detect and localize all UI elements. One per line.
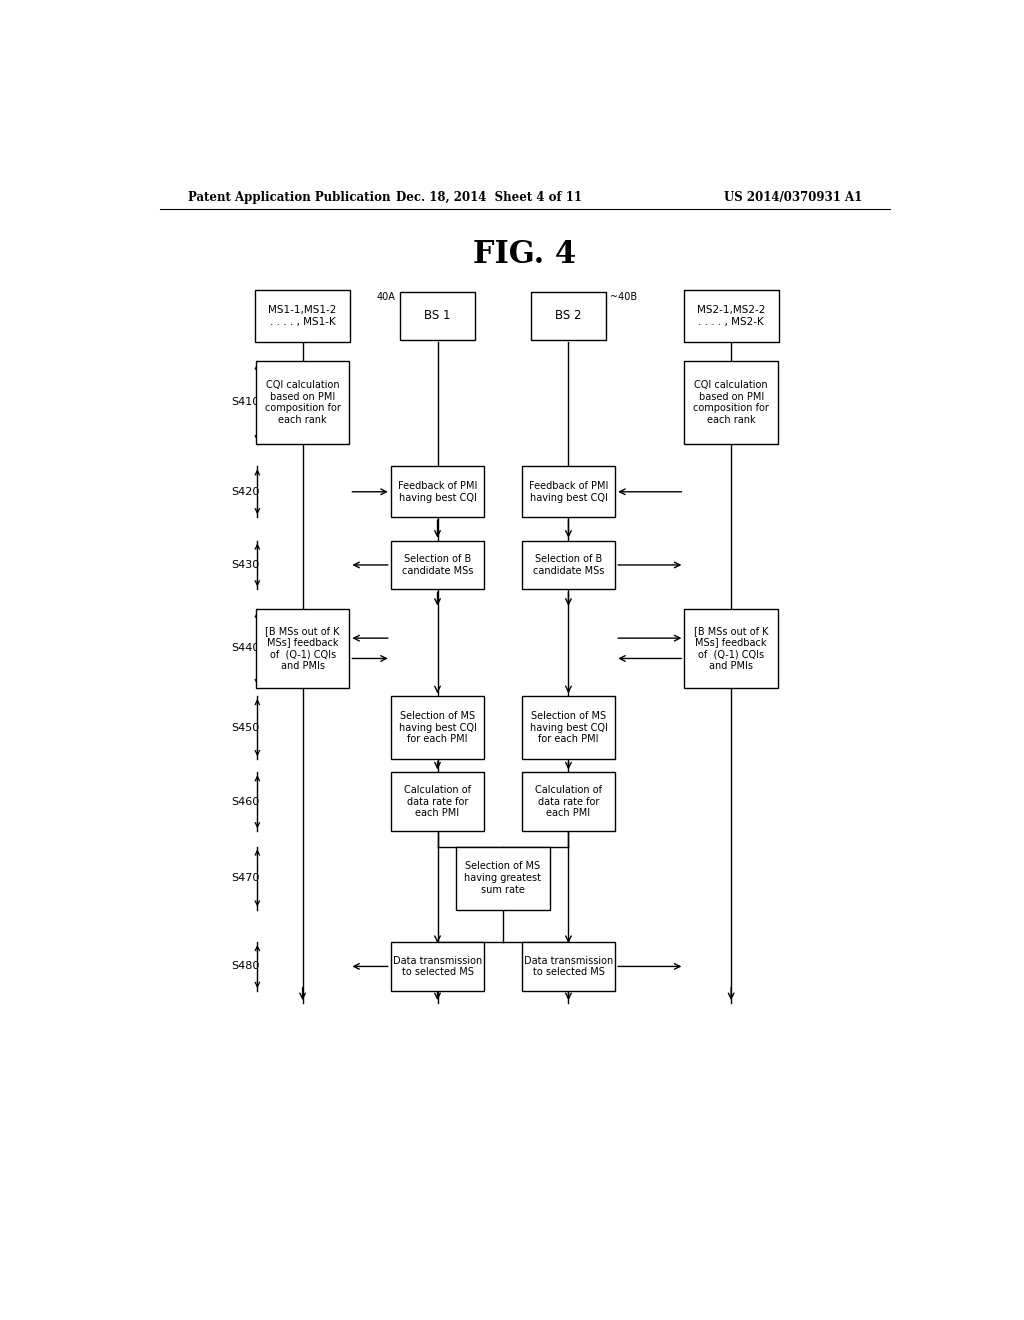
Text: Selection of MS
having greatest
sum rate: Selection of MS having greatest sum rate: [465, 862, 542, 895]
Text: S470: S470: [231, 873, 260, 883]
Text: Feedback of PMI
having best CQI: Feedback of PMI having best CQI: [397, 480, 477, 503]
Text: S460: S460: [231, 797, 259, 807]
Text: 40A: 40A: [377, 292, 396, 302]
FancyBboxPatch shape: [521, 696, 615, 759]
FancyBboxPatch shape: [521, 942, 615, 991]
Text: S420: S420: [231, 487, 260, 496]
Text: FIG. 4: FIG. 4: [473, 239, 577, 271]
Text: [B MSs out of K
MSs] feedback
of  (Q-1) CQIs
and PMIs: [B MSs out of K MSs] feedback of (Q-1) C…: [694, 626, 768, 671]
FancyBboxPatch shape: [256, 360, 349, 444]
Text: ~40B: ~40B: [610, 292, 637, 302]
Text: Data transmission
to selected MS: Data transmission to selected MS: [524, 956, 613, 977]
Text: S430: S430: [231, 560, 259, 570]
FancyBboxPatch shape: [255, 289, 350, 342]
FancyBboxPatch shape: [391, 541, 484, 589]
FancyBboxPatch shape: [391, 772, 484, 832]
Text: CQI calculation
based on PMI
composition for
each rank: CQI calculation based on PMI composition…: [264, 380, 341, 425]
FancyBboxPatch shape: [391, 942, 484, 991]
Text: Selection of MS
having best CQI
for each PMI: Selection of MS having best CQI for each…: [398, 711, 476, 744]
Text: MS1-1,MS1-2
. . . . , MS1-K: MS1-1,MS1-2 . . . . , MS1-K: [268, 305, 337, 327]
Text: Selection of MS
having best CQI
for each PMI: Selection of MS having best CQI for each…: [529, 711, 607, 744]
Text: Selection of B
candidate MSs: Selection of B candidate MSs: [401, 554, 473, 576]
Text: Patent Application Publication: Patent Application Publication: [187, 190, 390, 203]
Text: S410: S410: [231, 397, 259, 408]
Text: CQI calculation
based on PMI
composition for
each rank: CQI calculation based on PMI composition…: [693, 380, 769, 425]
FancyBboxPatch shape: [399, 292, 475, 341]
Text: BS 1: BS 1: [424, 309, 451, 322]
Text: Data transmission
to selected MS: Data transmission to selected MS: [393, 956, 482, 977]
FancyBboxPatch shape: [456, 846, 550, 909]
Text: S440: S440: [231, 643, 260, 653]
FancyBboxPatch shape: [684, 360, 778, 444]
Text: BS 2: BS 2: [555, 309, 582, 322]
Text: MS2-1,MS2-2
. . . . , MS2-K: MS2-1,MS2-2 . . . . , MS2-K: [697, 305, 765, 327]
Text: Calculation of
data rate for
each PMI: Calculation of data rate for each PMI: [535, 785, 602, 818]
Text: [B MSs out of K
MSs] feedback
of  (Q-1) CQIs
and PMIs: [B MSs out of K MSs] feedback of (Q-1) C…: [265, 626, 340, 671]
FancyBboxPatch shape: [256, 609, 349, 688]
FancyBboxPatch shape: [530, 292, 606, 341]
Text: Feedback of PMI
having best CQI: Feedback of PMI having best CQI: [528, 480, 608, 503]
FancyBboxPatch shape: [521, 541, 615, 589]
Text: US 2014/0370931 A1: US 2014/0370931 A1: [724, 190, 862, 203]
Text: S480: S480: [231, 961, 260, 972]
FancyBboxPatch shape: [521, 772, 615, 832]
Text: Calculation of
data rate for
each PMI: Calculation of data rate for each PMI: [404, 785, 471, 818]
FancyBboxPatch shape: [521, 466, 615, 517]
FancyBboxPatch shape: [391, 696, 484, 759]
Text: Selection of B
candidate MSs: Selection of B candidate MSs: [532, 554, 604, 576]
FancyBboxPatch shape: [684, 609, 778, 688]
FancyBboxPatch shape: [684, 289, 778, 342]
Text: S450: S450: [231, 722, 259, 733]
FancyBboxPatch shape: [391, 466, 484, 517]
Text: Dec. 18, 2014  Sheet 4 of 11: Dec. 18, 2014 Sheet 4 of 11: [396, 190, 582, 203]
